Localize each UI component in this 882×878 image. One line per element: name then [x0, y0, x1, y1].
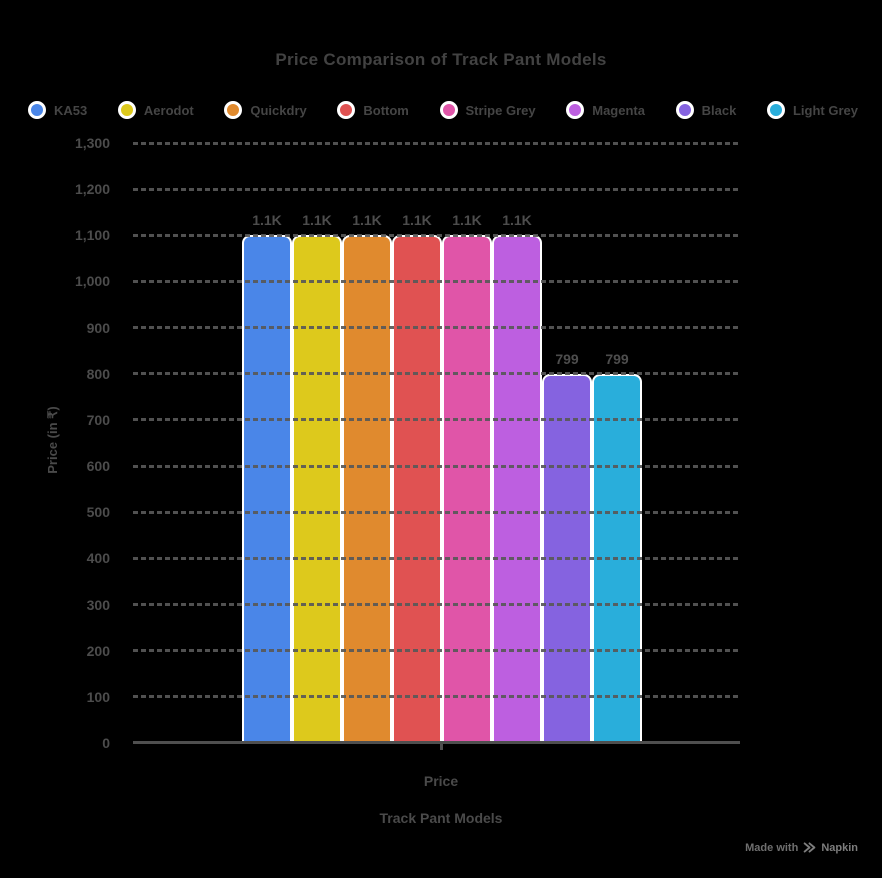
x-axis-line: [133, 741, 740, 744]
bar-fill: [592, 374, 642, 743]
legend-item-stripe-grey: Stripe Grey: [439, 101, 536, 119]
bar-value-label: 1.1K: [302, 212, 332, 228]
legend-item-aerodot: Aerodot: [117, 101, 194, 119]
legend-marker-icon: [337, 101, 356, 119]
y-axis-title: Price (in ₹): [45, 406, 60, 474]
bar-fill: [442, 235, 492, 743]
legend-item-label: Bottom: [363, 102, 409, 118]
y-tick-label-500: 500: [86, 504, 110, 521]
bar-value-label: 1.1K: [352, 212, 382, 228]
legend: KA53 Aerodot Quickdry Bottom Stripe Grey Mage…: [28, 101, 858, 119]
y-tick-label-1300: 1,300: [74, 135, 110, 151]
bar-quickdry: 1.1K: [342, 212, 392, 743]
bar-fill: [542, 374, 592, 743]
bar-bottom: 1.1K: [392, 212, 442, 743]
y-tick-label-1100: 1,100: [74, 227, 110, 244]
x-tick-label: Price: [423, 773, 459, 789]
bar-fill: [242, 235, 292, 743]
y-tick-label-400: 400: [86, 550, 110, 567]
bar-black: 799: [542, 351, 592, 743]
y-tick-label-0: 0: [102, 735, 110, 751]
bar-aerodot: 1.1K: [292, 212, 342, 743]
legend-item-label: Quickdry: [250, 102, 307, 118]
napkin-logo-icon: [803, 841, 816, 854]
legend-item-light-grey: Light Grey: [766, 101, 858, 119]
y-tick-label-1200: 1,200: [74, 181, 110, 198]
y-tick-label-100: 100: [86, 688, 110, 705]
legend-marker-icon: [224, 101, 243, 119]
watermark: Made with Napkin: [745, 841, 858, 854]
y-tick-label-200: 200: [86, 642, 110, 659]
legend-item-quickdry: Quickdry: [224, 101, 307, 119]
bar-stripe-grey: 1.1K: [442, 212, 492, 743]
legend-marker-icon: [439, 101, 458, 119]
bar-fill: [342, 235, 392, 743]
watermark-prefix: Made with: [745, 841, 799, 854]
legend-item-label: Light Grey: [792, 102, 858, 118]
bar-value-label: 799: [555, 351, 579, 367]
y-tick-label-1000: 1,000: [74, 273, 110, 290]
chart-title: Price Comparison of Track Pant Models: [275, 50, 607, 69]
gridline-1200: [133, 187, 740, 191]
bar-fill: [292, 235, 342, 743]
legend-marker-icon: [117, 101, 136, 119]
y-tick-label-600: 600: [86, 458, 110, 475]
x-axis-tick-mark: [440, 744, 443, 750]
bar-light-grey: 799: [592, 351, 642, 743]
legend-marker-icon: [766, 101, 785, 119]
watermark-brand: Napkin: [821, 841, 858, 854]
plot-area: 1.1K 1.1K 1.1K 1.1K 1.1K 1.1K 799 799: [133, 141, 740, 743]
legend-item-ka53: KA53: [28, 101, 87, 119]
bar-value-label: 1.1K: [402, 212, 432, 228]
gridline-1300: [133, 141, 740, 145]
bar-ka53: 1.1K: [242, 212, 292, 743]
legend-item-magenta: Magenta: [566, 101, 645, 119]
y-tick-label-800: 800: [86, 365, 110, 382]
legend-item-label: Aerodot: [143, 102, 194, 118]
legend-marker-icon: [28, 101, 46, 119]
bar-fill: [492, 235, 542, 743]
y-tick-label-300: 300: [86, 596, 110, 613]
legend-marker-icon: [566, 101, 585, 119]
x-axis-title: Track Pant Models: [379, 810, 503, 826]
legend-item-label: Black: [701, 102, 737, 118]
bar-group: 1.1K 1.1K 1.1K 1.1K 1.1K 1.1K 799 799: [242, 212, 642, 743]
bar-value-label: 1.1K: [502, 212, 532, 228]
bar-fill: [392, 235, 442, 743]
legend-item-bottom: Bottom: [337, 101, 409, 119]
bar-value-label: 799: [605, 351, 629, 367]
legend-item-label: Stripe Grey: [465, 102, 536, 118]
legend-item-label: Magenta: [592, 102, 645, 118]
y-axis-tick-labels: 0 100 200 300 400 500 600 700 800 900 1,000 1,100 1,…: [20, 135, 110, 751]
y-tick-label-900: 900: [86, 319, 110, 336]
bar-value-label: 1.1K: [252, 212, 282, 228]
legend-marker-icon: [675, 101, 694, 119]
legend-item-label: KA53: [54, 102, 88, 118]
y-tick-label-700: 700: [86, 411, 110, 428]
bar-magenta: 1.1K: [492, 212, 542, 743]
bar-value-label: 1.1K: [452, 212, 482, 228]
legend-item-black: Black: [675, 101, 737, 119]
